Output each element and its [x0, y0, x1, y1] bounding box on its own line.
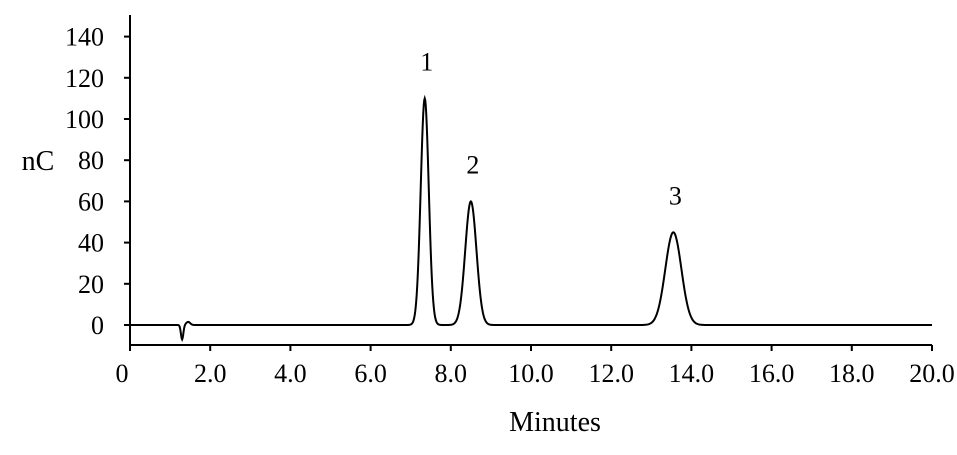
x-tick-label: 6.0 — [354, 359, 387, 388]
x-axis: 0 2.0 4.0 6.0 8.0 10.0 12.0 14.0 16.0 18.0 20.0 — [116, 344, 955, 388]
y-tick-label: 100 — [65, 105, 104, 134]
x-axis-title: Minutes — [509, 407, 601, 438]
y-tick-label: 20 — [78, 270, 104, 299]
x-tick-label: 14.0 — [669, 359, 715, 388]
y-tick-label: 0 — [91, 311, 104, 340]
x-tick-label: 16.0 — [749, 359, 795, 388]
peak-label-3: 3 — [669, 181, 682, 210]
y-tick-label: 120 — [65, 64, 104, 93]
x-tick-label: 0 — [116, 359, 129, 388]
y-tick-label: 140 — [65, 23, 104, 52]
x-tick-label: 12.0 — [588, 359, 634, 388]
x-tick-label: 20.0 — [909, 359, 955, 388]
x-tick-label: 8.0 — [435, 359, 468, 388]
x-tick-label: 4.0 — [274, 359, 307, 388]
y-axis: 0 20 40 60 80 100 120 140 — [65, 15, 131, 345]
y-tick-label: 60 — [78, 187, 104, 216]
peak-label-1: 1 — [420, 47, 433, 76]
x-tick-label: 2.0 — [194, 359, 227, 388]
chromatogram-trace — [130, 94, 932, 343]
x-tick-label: 18.0 — [829, 359, 875, 388]
x-tick-label: 10.0 — [508, 359, 554, 388]
peak-label-2: 2 — [466, 150, 479, 179]
y-tick-label: 80 — [78, 146, 104, 175]
peak-labels: 1 2 3 — [420, 47, 682, 210]
y-axis-title: nC — [22, 146, 55, 177]
y-tick-label: 40 — [78, 229, 104, 258]
